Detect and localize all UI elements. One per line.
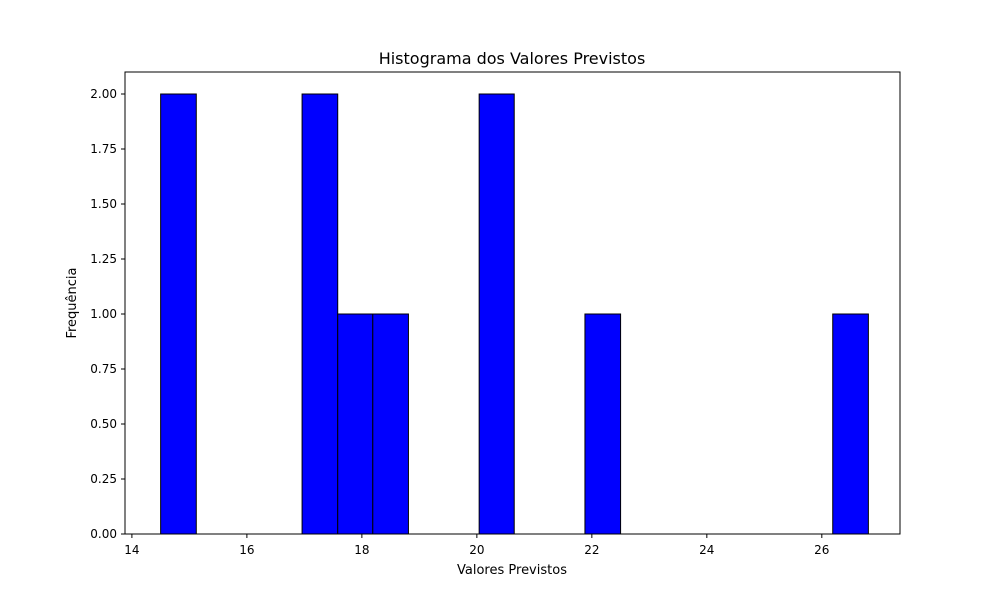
y-tick-label-4: 1.00 xyxy=(90,307,117,321)
x-tick-label-4: 22 xyxy=(584,543,599,557)
y-tick-label-0: 0.00 xyxy=(90,527,117,541)
y-tick-label-6: 1.50 xyxy=(90,197,117,211)
histogram-bar-5 xyxy=(337,313,374,535)
x-tick-label-0: 14 xyxy=(124,543,139,557)
histogram-bar-9 xyxy=(478,93,515,535)
y-tick-label-3: 0.75 xyxy=(90,362,117,376)
y-tick-label-2: 0.50 xyxy=(90,417,117,431)
y-tick-label-1: 0.25 xyxy=(90,472,117,486)
histogram-bars xyxy=(160,93,869,535)
histogram-bar-4 xyxy=(301,93,339,535)
y-axis-ticks: 0.00 0.25 0.50 0.75 1.00 1.25 1.50 1.75 2.00 xyxy=(90,87,125,541)
plot-frame xyxy=(124,71,901,535)
x-axis-ticks: 14 16 18 20 22 24 26 xyxy=(124,534,829,557)
histogram-bar-19 xyxy=(832,313,869,535)
y-tick-label-7: 1.75 xyxy=(90,142,117,156)
x-tick-label-1: 16 xyxy=(239,543,254,557)
x-tick-label-6: 26 xyxy=(814,543,829,557)
histogram-bar-12 xyxy=(584,313,622,535)
y-tick-label-5: 1.25 xyxy=(90,252,117,266)
x-tick-label-3: 20 xyxy=(469,543,484,557)
y-axis-label: Frequência xyxy=(65,267,80,338)
histogram-bar-0 xyxy=(160,93,197,535)
histogram-bar-6 xyxy=(372,313,409,535)
x-tick-label-2: 18 xyxy=(354,543,369,557)
x-tick-label-5: 24 xyxy=(699,543,714,557)
y-tick-label-8: 2.00 xyxy=(90,87,117,101)
chart-title: Histograma dos Valores Previstos xyxy=(379,49,646,68)
x-axis-label: Valores Previstos xyxy=(457,563,567,578)
